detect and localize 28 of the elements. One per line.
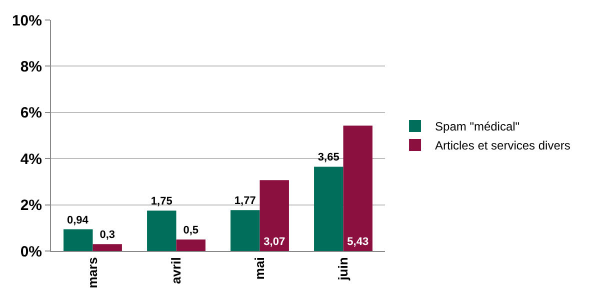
x-tick-label: mars <box>84 257 100 288</box>
data-label: 3,07 <box>264 236 286 248</box>
bar <box>230 210 260 251</box>
data-label: 1,77 <box>234 195 256 208</box>
y-tick-label: 10% <box>12 12 42 30</box>
bar <box>64 229 93 251</box>
y-tick-label: 4% <box>20 150 42 168</box>
data-label: 0,5 <box>183 224 199 236</box>
y-tick-label: 2% <box>20 197 42 214</box>
x-tick-label: avril <box>168 257 184 284</box>
legend-label: Spam "médical" <box>435 120 520 134</box>
bar <box>343 126 372 251</box>
data-label: 0,3 <box>100 229 116 242</box>
y-tick-label: 8% <box>20 58 42 76</box>
legend-label: Articles et services divers <box>435 138 570 153</box>
y-tick-label: 6% <box>20 104 42 122</box>
data-label: 3,65 <box>318 152 340 164</box>
bar <box>176 239 206 251</box>
x-tick-label: juin <box>335 257 350 282</box>
data-label: 0,94 <box>66 214 90 226</box>
y-tick-label: 0% <box>20 243 42 260</box>
bar <box>147 210 176 251</box>
bar <box>92 244 122 251</box>
data-label: 5,43 <box>347 236 369 248</box>
bar <box>260 180 289 251</box>
x-tick-label: mai <box>252 257 267 280</box>
data-label: 1,75 <box>150 196 172 208</box>
bar <box>314 166 344 251</box>
